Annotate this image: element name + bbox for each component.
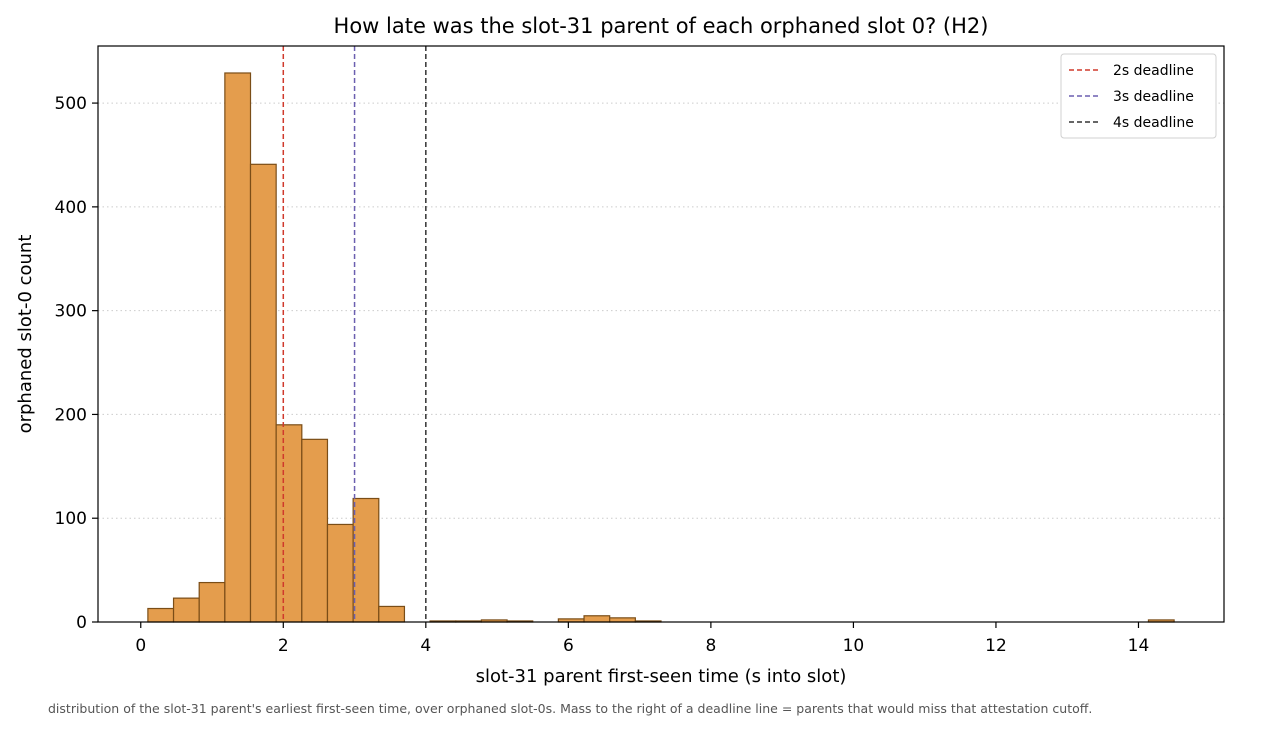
histogram-bar [352, 497, 380, 623]
y-tick-label: 300 [55, 302, 87, 322]
legend: 2s deadline 3s deadline 4s deadline [1060, 53, 1217, 139]
x-tick-label: 0 [135, 636, 146, 656]
y-tick-label: 400 [55, 198, 87, 218]
chart-title: How late was the slot-31 parent of each … [334, 14, 989, 38]
y-tick-label: 500 [55, 94, 87, 114]
legend-box [1060, 53, 1217, 139]
y-axis-label: orphaned slot-0 count [15, 235, 36, 434]
x-axis-ticks: 0 2 4 6 8 10 12 14 [135, 622, 1149, 656]
histogram-bar [378, 605, 406, 623]
histogram-bar [172, 597, 200, 623]
y-axis-ticks: 0 100 200 300 400 500 [55, 94, 98, 633]
histogram-chart: How late was the slot-31 parent of each … [15, 14, 1225, 687]
x-axis-label: slot-31 parent first-seen time (s into s… [476, 666, 847, 687]
histogram-bar [249, 163, 277, 623]
legend-label: 4s deadline [1113, 115, 1194, 131]
x-tick-label: 6 [563, 636, 574, 656]
histogram-bar [301, 438, 329, 623]
histogram-bar [583, 615, 611, 623]
histogram-bar [275, 424, 303, 623]
x-tick-label: 12 [985, 636, 1007, 656]
x-tick-label: 14 [1128, 636, 1150, 656]
legend-label: 2s deadline [1113, 63, 1194, 79]
y-tick-label: 0 [76, 613, 87, 633]
histogram-bar [326, 523, 354, 623]
bars [147, 72, 1175, 623]
y-grid [98, 102, 1224, 519]
x-tick-label: 8 [705, 636, 716, 656]
histogram-bar [198, 581, 226, 623]
histogram-bar [224, 72, 252, 623]
histogram-bar [609, 617, 636, 623]
deadline-lines [282, 46, 427, 622]
x-tick-label: 2 [278, 636, 289, 656]
legend-label: 3s deadline [1113, 89, 1194, 105]
x-tick-label: 10 [843, 636, 865, 656]
figure-caption: distribution of the slot-31 parent's ear… [48, 701, 1093, 716]
plot-frame [97, 45, 1225, 623]
histogram-bar [147, 607, 175, 623]
y-tick-label: 100 [55, 509, 87, 529]
y-tick-label: 200 [55, 405, 87, 425]
x-tick-label: 4 [420, 636, 431, 656]
